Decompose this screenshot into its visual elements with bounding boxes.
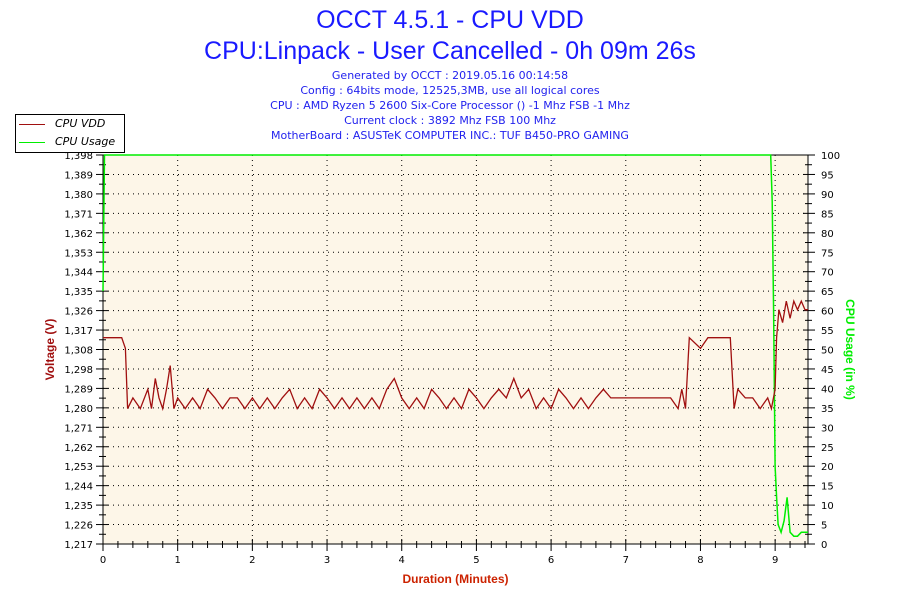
y-tick-label: 1,317 — [64, 326, 93, 337]
y2-tick-label: 70 — [821, 268, 834, 279]
x-tick-label: 9 — [772, 555, 778, 566]
y-tick-label: 1,280 — [64, 404, 93, 415]
y-tick-label: 1,235 — [64, 501, 93, 512]
chart-title: OCCT 4.5.1 - CPU VDD — [316, 6, 584, 34]
y2-tick-label: 45 — [821, 365, 834, 376]
y-tick-label: 1,253 — [64, 462, 93, 473]
y2-tick-label: 60 — [821, 307, 834, 318]
x-tick-label: 0 — [100, 555, 106, 566]
y2-tick-label: 75 — [821, 248, 834, 259]
legend-swatch-vdd — [19, 124, 45, 125]
info-generated: Generated by OCCT : 2019.05.16 00:14:58 — [331, 69, 569, 82]
y-tick-label: 1,326 — [64, 307, 93, 318]
x-tick-label: 7 — [623, 555, 629, 566]
chart-subtitle: CPU:Linpack - User Cancelled - 0h 09m 26… — [204, 37, 696, 65]
x-tick-label: 1 — [174, 555, 180, 566]
y-tick-label: 1,244 — [64, 482, 93, 493]
info-config: Config : 64bits mode, 12525,3MB, use all… — [300, 84, 600, 97]
legend-item-usage: CPU Usage — [16, 134, 124, 150]
y2-tick-label: 35 — [821, 404, 834, 415]
x-tick-label: 4 — [399, 555, 405, 566]
y2-tick-label: 15 — [821, 482, 834, 493]
legend-item-vdd: CPU VDD — [16, 116, 124, 132]
x-tick-label: 3 — [324, 555, 330, 566]
y-tick-label: 1,344 — [64, 268, 93, 279]
x-tick-label: 5 — [473, 555, 479, 566]
y2-tick-label: 95 — [821, 170, 834, 181]
y2-tick-label: 80 — [821, 229, 834, 240]
y-tick-label: 1,298 — [64, 365, 93, 376]
y-tick-label: 1,371 — [64, 209, 93, 220]
info-clock: Current clock : 3892 Mhz FSB 100 Mhz — [344, 114, 556, 127]
y2-tick-label: 10 — [821, 501, 834, 512]
x-axis-label: Duration (Minutes) — [403, 572, 509, 586]
x-tick-label: 2 — [249, 555, 255, 566]
y-tick-label: 1,380 — [64, 190, 93, 201]
y-tick-label: 1,353 — [64, 248, 93, 259]
series-cpu-vdd-line — [103, 298, 808, 412]
y2-tick-label: 40 — [821, 384, 834, 395]
info-cpu: CPU : AMD Ryzen 5 2600 Six-Core Processo… — [270, 99, 630, 112]
series-cpu-usage-line — [102, 154, 808, 537]
y2-tick-label: 5 — [821, 521, 827, 532]
y-tick-label: 1,217 — [64, 540, 93, 551]
y2-tick-label: 85 — [821, 209, 834, 220]
y2-tick-label: 100 — [821, 151, 840, 162]
y2-tick-label: 20 — [821, 462, 834, 473]
y2-tick-label: 65 — [821, 287, 834, 298]
plot-area — [103, 155, 808, 544]
y2-tick-label: 25 — [821, 443, 834, 454]
legend-label-usage: CPU Usage — [55, 135, 116, 148]
x-tick-label: 6 — [548, 555, 554, 566]
y2-tick-label: 90 — [821, 190, 834, 201]
y-axis-label: Voltage (V) — [43, 319, 57, 381]
y-tick-label: 1,308 — [64, 346, 93, 357]
y-tick-label: 1,398 — [64, 151, 93, 162]
y-tick-label: 1,335 — [64, 287, 93, 298]
legend: CPU VDD CPU Usage — [15, 114, 125, 153]
y2-tick-label: 0 — [821, 540, 827, 551]
y-tick-label: 1,289 — [64, 384, 93, 395]
legend-swatch-usage — [19, 142, 45, 143]
y-tick-label: 1,226 — [64, 521, 93, 532]
legend-label-vdd: CPU VDD — [55, 117, 106, 130]
y-tick-label: 1,262 — [64, 443, 93, 454]
x-tick-label: 8 — [697, 555, 703, 566]
info-motherboard: MotherBoard : ASUSTeK COMPUTER INC.: TUF… — [271, 129, 629, 142]
y2-axis-label: CPU Usage (in %) — [843, 299, 857, 400]
y-tick-label: 1,389 — [64, 170, 93, 181]
y2-tick-label: 50 — [821, 346, 834, 357]
info-lines: Generated by OCCT : 2019.05.16 00:14:58 … — [0, 68, 900, 143]
y-tick-label: 1,271 — [64, 423, 93, 434]
y-tick-label: 1,362 — [64, 229, 93, 240]
y2-tick-label: 55 — [821, 326, 834, 337]
y2-tick-label: 30 — [821, 423, 834, 434]
